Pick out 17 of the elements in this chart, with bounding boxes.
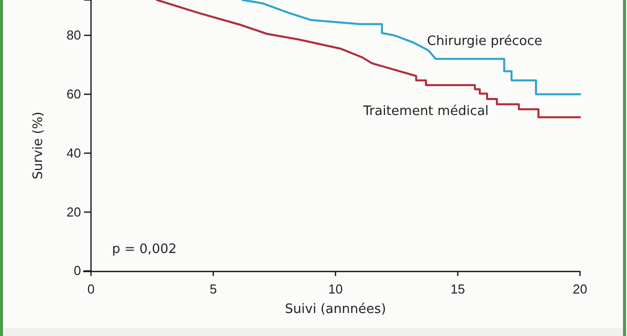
x-tick-label: 5 (210, 281, 217, 296)
y-tick-label: 40 (66, 145, 81, 160)
y-tick-label: 0 (74, 263, 81, 278)
line-series (156, 0, 581, 118)
x-tick-label: 15 (450, 281, 465, 296)
y-tick-label: 80 (66, 28, 81, 43)
line-series (242, 0, 581, 96)
series-label: Chirurgie précoce (427, 34, 542, 49)
y-tick-label: 20 (66, 204, 81, 220)
series-label: Traitement médical (362, 104, 489, 120)
x-tick-label: 10 (328, 281, 343, 296)
y-tick-label: 60 (66, 86, 81, 102)
x-tick-label: 20 (572, 281, 588, 296)
annotation: p = 0,002 (112, 242, 177, 257)
y-axis-title: Survie (%) (31, 112, 46, 180)
x-axis-title: Suivi (annnées) (284, 302, 386, 317)
x-tick-label: 0 (87, 281, 95, 296)
